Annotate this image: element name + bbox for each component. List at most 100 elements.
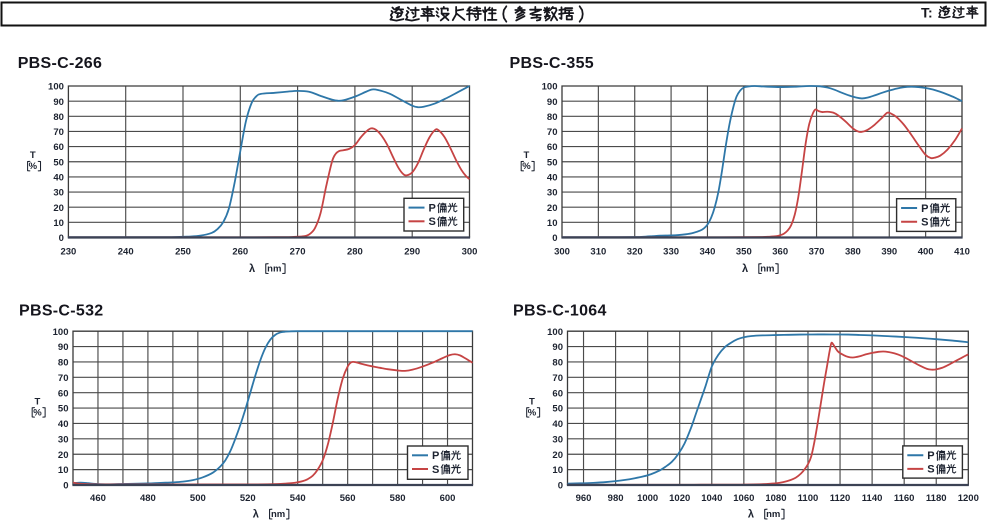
svg-text:0: 0	[63, 481, 68, 492]
svg-text:270: 270	[290, 247, 306, 258]
svg-text:%: %	[528, 407, 537, 418]
svg-text:S: S	[429, 216, 436, 228]
svg-text:310: 310	[590, 247, 606, 258]
svg-text:50: 50	[547, 157, 558, 168]
svg-text:nm: nm	[766, 509, 780, 520]
svg-text:30: 30	[552, 434, 563, 445]
svg-text:300: 300	[462, 247, 478, 258]
svg-text:0: 0	[552, 233, 557, 244]
svg-text:290: 290	[404, 247, 420, 258]
svg-text:70: 70	[53, 127, 64, 138]
svg-text:30: 30	[547, 188, 558, 199]
svg-text:60: 60	[58, 388, 69, 399]
svg-text:T:: T:	[921, 5, 933, 21]
svg-text:230: 230	[60, 247, 76, 258]
svg-text:10: 10	[58, 465, 69, 476]
svg-text:40: 40	[552, 419, 563, 430]
svg-text:%: %	[29, 161, 38, 172]
svg-text:20: 20	[58, 450, 69, 461]
svg-text:20: 20	[53, 203, 64, 214]
svg-text:40: 40	[547, 173, 558, 184]
svg-text:90: 90	[58, 342, 69, 353]
svg-text:30: 30	[58, 434, 69, 445]
svg-text:350: 350	[736, 247, 752, 258]
svg-text:1040: 1040	[701, 493, 722, 504]
svg-text:360: 360	[772, 247, 788, 258]
svg-text:410: 410	[954, 247, 970, 258]
svg-text:S: S	[432, 464, 439, 476]
svg-text:540: 540	[290, 493, 306, 504]
svg-text:P: P	[432, 450, 439, 462]
svg-text:560: 560	[340, 493, 356, 504]
svg-text:λ: λ	[742, 263, 748, 275]
svg-text:S: S	[927, 464, 934, 476]
svg-text:300: 300	[554, 247, 570, 258]
svg-text:80: 80	[547, 112, 558, 123]
svg-text:10: 10	[552, 465, 563, 476]
svg-text:0: 0	[558, 481, 563, 492]
svg-text:80: 80	[58, 358, 69, 369]
svg-text:460: 460	[90, 493, 106, 504]
svg-text:60: 60	[547, 142, 558, 153]
svg-text:70: 70	[58, 373, 69, 384]
svg-text:60: 60	[552, 388, 563, 399]
svg-text:520: 520	[240, 493, 256, 504]
svg-text:λ: λ	[249, 263, 255, 275]
svg-text:70: 70	[547, 127, 558, 138]
svg-text:PBS-C-355: PBS-C-355	[510, 55, 595, 72]
svg-text:20: 20	[552, 450, 563, 461]
svg-text:0: 0	[59, 233, 64, 244]
svg-text:280: 280	[347, 247, 363, 258]
svg-text:60: 60	[53, 142, 64, 153]
svg-text:100: 100	[542, 82, 558, 93]
svg-text:1140: 1140	[862, 493, 883, 504]
svg-text:%: %	[33, 407, 42, 418]
svg-text:260: 260	[232, 247, 248, 258]
svg-text:1180: 1180	[926, 493, 947, 504]
svg-text:250: 250	[175, 247, 191, 258]
svg-text:40: 40	[53, 173, 64, 184]
svg-text:90: 90	[552, 342, 563, 353]
svg-text:1160: 1160	[894, 493, 915, 504]
svg-text:370: 370	[809, 247, 825, 258]
svg-text:nm: nm	[271, 509, 285, 520]
svg-text:1000: 1000	[637, 493, 658, 504]
svg-text:240: 240	[118, 247, 134, 258]
svg-text:100: 100	[48, 82, 64, 93]
svg-text:20: 20	[547, 203, 558, 214]
svg-text:90: 90	[547, 97, 558, 108]
svg-text:960: 960	[576, 493, 592, 504]
svg-text:1120: 1120	[830, 493, 851, 504]
svg-text:10: 10	[53, 218, 64, 229]
svg-text:100: 100	[53, 327, 69, 338]
svg-text:330: 330	[663, 247, 679, 258]
svg-text:λ: λ	[253, 509, 259, 521]
svg-text:PBS-C-266: PBS-C-266	[18, 55, 103, 72]
svg-text:30: 30	[53, 188, 64, 199]
svg-text:10: 10	[547, 218, 558, 229]
svg-text:80: 80	[53, 112, 64, 123]
svg-text:P: P	[921, 203, 928, 215]
svg-text:380: 380	[845, 247, 861, 258]
svg-text:40: 40	[58, 419, 69, 430]
svg-text:T: T	[529, 396, 535, 407]
svg-text:390: 390	[881, 247, 897, 258]
svg-text:1020: 1020	[669, 493, 690, 504]
svg-text:1060: 1060	[733, 493, 754, 504]
svg-text:500: 500	[190, 493, 206, 504]
svg-text:1200: 1200	[958, 493, 979, 504]
svg-text:T: T	[34, 396, 40, 407]
svg-text:%: %	[522, 161, 531, 172]
svg-text:600: 600	[440, 493, 456, 504]
svg-text:1100: 1100	[798, 493, 819, 504]
svg-text:320: 320	[627, 247, 643, 258]
svg-text:50: 50	[58, 404, 69, 415]
svg-text:50: 50	[552, 404, 563, 415]
svg-text:980: 980	[608, 493, 624, 504]
svg-text:T: T	[523, 150, 529, 161]
svg-text:nm: nm	[267, 263, 281, 274]
svg-text:PBS-C-1064: PBS-C-1064	[513, 302, 607, 319]
svg-text:400: 400	[918, 247, 934, 258]
svg-text:50: 50	[53, 157, 64, 168]
svg-text:nm: nm	[760, 263, 774, 274]
